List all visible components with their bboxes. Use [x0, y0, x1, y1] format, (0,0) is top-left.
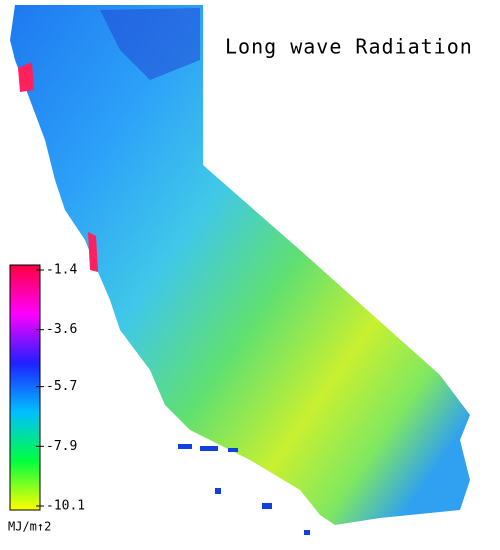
coast-hotspot — [18, 62, 34, 92]
colorbar-tick-label: -10.1 — [46, 499, 85, 514]
colorbar-tick-label: -3.6 — [46, 322, 77, 337]
islands — [178, 444, 310, 535]
mountain-band — [100, 8, 200, 80]
colorbar-tick-label: -7.9 — [46, 439, 77, 454]
colorbar-tick-label: -5.7 — [46, 379, 77, 394]
colorbar — [9, 264, 41, 511]
map-title: Long wave Radiation — [225, 35, 473, 59]
coast-hotspot — [88, 232, 98, 272]
colorbar-unit: MJ/m↑2 — [8, 520, 51, 534]
california — [10, 5, 470, 525]
colorbar-tick-label: -1.4 — [46, 263, 77, 278]
